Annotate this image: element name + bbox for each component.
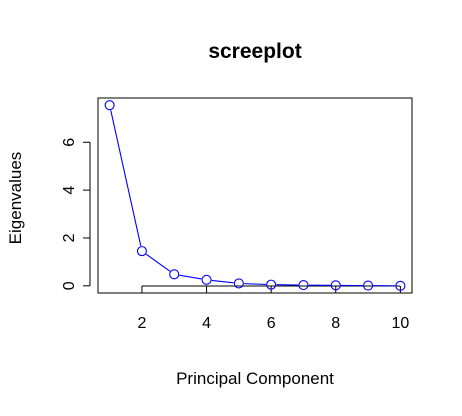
x-tick-label: 4 — [202, 315, 211, 332]
series-line-segment — [211, 279, 234, 284]
series-0 — [104, 100, 406, 291]
x-ticks: 2 4 6 8 10 — [137, 286, 409, 332]
y-axis-label: Eigenvalues — [6, 152, 25, 245]
x-tick-label: 8 — [331, 315, 340, 332]
data-point — [233, 278, 244, 289]
data-point — [298, 280, 309, 291]
data-point — [169, 269, 180, 280]
y-tick-label: 0 — [61, 281, 78, 290]
chart-title: screeplot — [208, 40, 301, 63]
data-point — [330, 280, 341, 291]
y-tick-label: 6 — [61, 138, 78, 147]
data-point — [363, 280, 374, 291]
data-point — [395, 280, 406, 291]
x-axis-label: Principal Component — [176, 369, 334, 388]
data-point — [136, 246, 147, 257]
y-tick-label: 2 — [61, 233, 78, 242]
data-point — [201, 274, 212, 285]
series-layer — [104, 100, 406, 291]
series-line-segment — [110, 110, 142, 247]
x-tick-label: 6 — [267, 315, 276, 332]
series-line-segment — [244, 283, 266, 285]
data-point — [104, 100, 115, 111]
x-tick-label: 2 — [137, 315, 146, 332]
y-ticks: 0 2 4 6 — [61, 138, 90, 290]
data-point — [266, 279, 277, 290]
series-line-segment — [145, 253, 171, 272]
y-tick-label: 4 — [61, 186, 78, 195]
series-line-segment — [179, 274, 202, 280]
plot-frame — [97, 97, 413, 294]
y-axis: 0 2 4 6 — [61, 138, 91, 290]
x-tick-label: 10 — [391, 315, 409, 332]
